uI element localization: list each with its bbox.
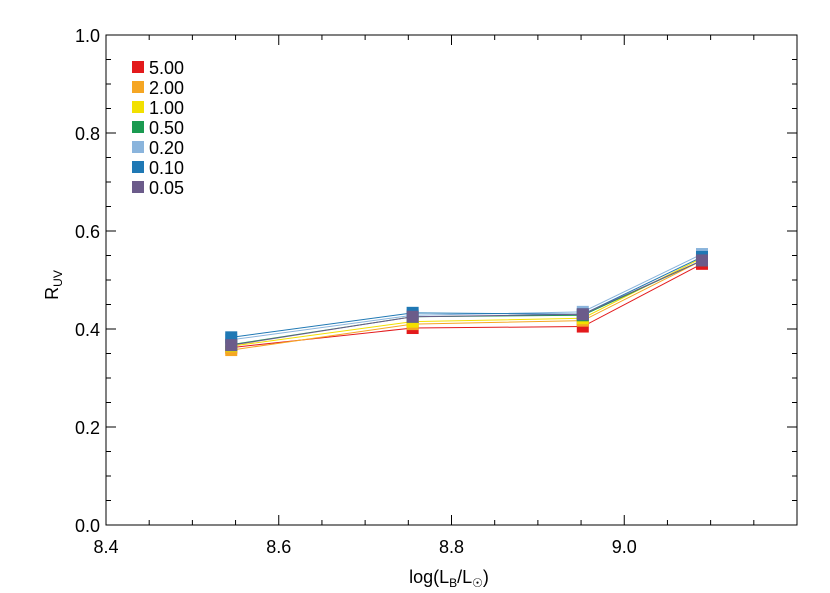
legend-item: 5.00 [132,58,184,78]
legend-label: 0.10 [149,158,184,178]
legend-item: 0.20 [132,138,184,158]
y-tick-label: 1.0 [75,26,100,46]
legend-swatch [132,161,144,173]
legend-item: 0.05 [132,178,184,198]
ticks-group: 8.4 8.6 8.8 9.0 0.0 0.2 0.4 0.6 0.8 1.0 [75,26,797,557]
legend-label: 0.50 [149,118,184,138]
y-axis-label-main: R [42,287,62,300]
plot-frame-group [105,34,798,526]
series-line [231,253,703,341]
legend-swatch [132,141,144,153]
x-axis-label: log(LB/L☉) [409,567,489,590]
x-axis-label-sub1: B [449,576,457,590]
series-1.00 [225,251,708,353]
x-tick-label: 9.0 [612,537,637,557]
y-tick-label: 0.0 [75,516,100,536]
legend-swatch [132,81,144,93]
x-axis-label-main: log(L [409,567,449,587]
series-0.20 [225,248,708,346]
series-0.05 [225,254,708,352]
data-point [406,310,419,323]
y-tick-label: 0.6 [75,222,100,242]
legend-swatch [132,61,144,73]
legend-swatch [132,181,144,193]
legend-label: 5.00 [149,58,184,78]
legend-item: 1.00 [132,98,184,118]
series-line [231,257,703,347]
data-point [225,339,238,352]
y-axis-label-sub: UV [51,270,65,287]
plot-frame [105,34,798,526]
x-axis-label-end: ) [483,567,489,587]
legend-swatch [132,121,144,133]
data-point [576,308,589,321]
y-tick-label: 0.4 [75,320,100,340]
legend-item: 2.00 [132,78,184,98]
legend-label: 2.00 [149,78,184,98]
legend-label: 0.20 [149,138,184,158]
x-tick-label: 8.8 [439,537,464,557]
legend-label: 1.00 [149,98,184,118]
data-point [695,254,708,267]
series-0.50 [225,254,708,351]
x-tick-label: 8.6 [266,537,291,557]
series-5.00 [225,257,708,354]
series-line [231,259,703,346]
series-line [231,263,703,349]
legend-swatch [132,101,144,113]
series-0.10 [225,250,708,344]
y-axis-label: RUV [42,270,65,300]
y-tick-label: 0.8 [75,124,100,144]
series-line [231,256,703,338]
series-line [231,259,703,351]
series-group [225,248,708,357]
legend-label: 0.05 [149,178,184,198]
series-line [231,259,703,346]
x-tick-label: 8.4 [93,537,118,557]
series-2.00 [225,254,708,357]
legend-item: 0.50 [132,118,184,138]
y-tick-label: 0.2 [75,418,100,438]
legend-group: 5.002.001.000.500.200.100.05 [132,58,184,198]
x-axis-label-mid: /L [457,567,472,587]
x-axis-label-sub2: ☉ [472,576,483,590]
legend-item: 0.10 [132,158,184,178]
